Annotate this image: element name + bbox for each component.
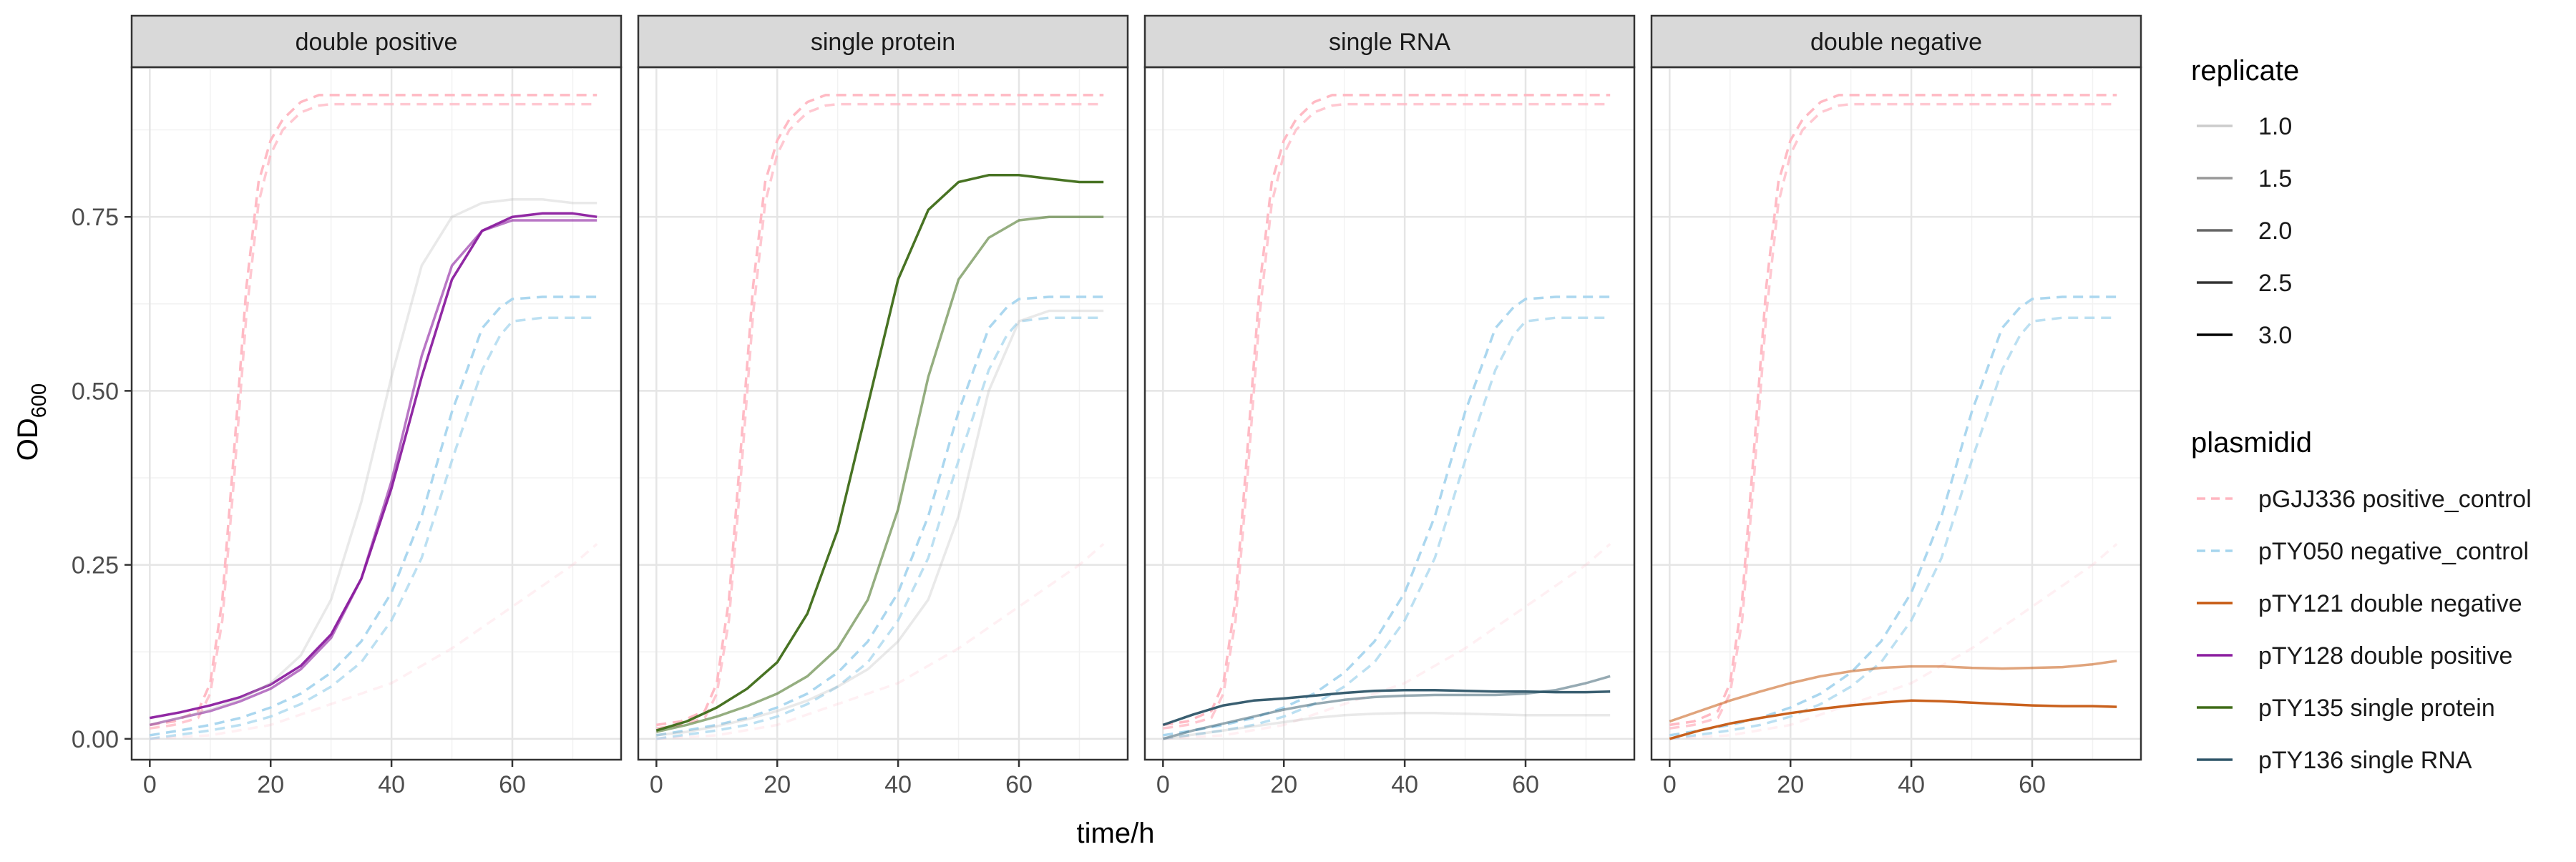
y-tick-label: 0.25 (72, 552, 119, 579)
control-series-line (150, 94, 597, 727)
legend-title-replicate: replicate (2191, 55, 2299, 87)
x-tick-label: 20 (1777, 771, 1804, 798)
x-tick-label: 40 (1898, 771, 1925, 798)
y-axis-title: OD600 (12, 383, 51, 461)
series-line (149, 198, 597, 727)
series-line (655, 215, 1104, 733)
legend-label-replicate: 2.5 (2258, 270, 2292, 297)
y-tick-label: 0.75 (72, 204, 119, 231)
x-tick-label: 20 (763, 771, 791, 798)
legend-title-plasmidid: plasmidid (2191, 427, 2312, 459)
axis-titles: time/h OD600 (12, 383, 1154, 849)
facet-strip (1650, 14, 2142, 69)
series-line (149, 219, 597, 727)
panel-border (637, 66, 1129, 761)
control-series-line (656, 102, 1104, 730)
facet-panel-1: single protein 0 20 40 60 (637, 14, 1129, 798)
panel-border (1650, 66, 2142, 761)
series-line (656, 309, 1104, 737)
control-series-line (1669, 295, 2117, 737)
x-tick-label: 40 (1391, 771, 1418, 798)
legend-label-replicate: 1.0 (2258, 113, 2292, 140)
legend: replicate 1.0 1.5 2.0 2.5 3.0 plasmidid pGJJ336… (2191, 55, 2532, 774)
y-tick-label: 0.00 (72, 726, 119, 753)
x-tick-label: 40 (884, 771, 912, 798)
facet-panel-2: single RNA 0 20 40 60 (1143, 14, 1636, 798)
legend-label-plasmidid: pTY121 double negative (2258, 590, 2522, 617)
x-tick-label: 0 (1156, 771, 1170, 798)
x-tick-label: 20 (257, 771, 284, 798)
control-series-line (1163, 295, 1611, 737)
legend-label-plasmidid: pTY135 single protein (2258, 695, 2495, 722)
facet-title: double negative (1810, 29, 1982, 56)
control-series-line (150, 102, 597, 730)
facet-panel-0: double positive 0 20 40 60 0.00 0.25 0.50 0.75 (72, 14, 623, 798)
control-series-line (656, 316, 1104, 740)
series-line (1163, 712, 1611, 740)
x-tick-label: 60 (499, 771, 526, 798)
series-line (1162, 675, 1611, 740)
x-tick-label: 40 (378, 771, 405, 798)
legend-label-plasmidid: pTY050 negative_control (2258, 538, 2529, 565)
control-series-line (1669, 102, 2117, 730)
legend-label-plasmidid: pGJJ336 positive_control (2258, 486, 2532, 513)
legend-label-plasmidid: pTY136 single RNA (2258, 747, 2472, 774)
facet-panels: double positive 0 20 40 60 0.00 0.25 0.50 0.75 si… (72, 14, 2142, 798)
facet-strip (130, 14, 623, 69)
control-series-line (150, 295, 597, 737)
x-tick-label: 0 (143, 771, 157, 798)
facet-title: single protein (811, 29, 955, 56)
series-line (1669, 699, 2117, 740)
legend-label-replicate: 3.0 (2258, 322, 2292, 349)
x-axis-title: time/h (1077, 818, 1155, 849)
control-series-line (656, 94, 1104, 727)
y-tick-label: 0.50 (72, 378, 119, 405)
control-series-line (1163, 94, 1611, 727)
panel-border (1143, 66, 1636, 761)
series-group (1669, 94, 2118, 740)
control-series-line (1163, 316, 1611, 740)
panel-border (130, 66, 623, 761)
control-series-line (1669, 543, 2118, 740)
facet-panel-3: double negative 0 20 40 60 (1650, 14, 2142, 798)
control-series-line (150, 543, 598, 740)
control-series-line (1163, 102, 1611, 730)
facet-title: double positive (296, 29, 458, 56)
series-line (655, 174, 1104, 732)
legend-label-replicate: 1.5 (2258, 165, 2292, 192)
control-series-line (1669, 94, 2117, 727)
legend-label-plasmidid: pTY128 double positive (2258, 642, 2512, 670)
series-group (1162, 94, 1611, 740)
control-series-line (150, 316, 597, 740)
facet-title: single RNA (1329, 29, 1450, 56)
x-tick-label: 60 (1512, 771, 1539, 798)
series-group (149, 94, 598, 740)
x-tick-label: 20 (1270, 771, 1297, 798)
x-tick-label: 0 (1663, 771, 1677, 798)
control-series-line (1163, 543, 1611, 740)
control-series-line (1669, 316, 2117, 740)
series-line (1669, 660, 2117, 723)
y-axis-title-subscript: 600 (28, 383, 51, 418)
y-axis-title-main: OD (12, 418, 44, 461)
legend-label-replicate: 2.0 (2258, 217, 2292, 245)
control-series-line (656, 295, 1104, 737)
control-series-line (656, 543, 1105, 740)
x-tick-label: 60 (1005, 771, 1033, 798)
series-group (655, 94, 1105, 740)
x-tick-label: 0 (650, 771, 663, 798)
x-tick-label: 60 (2019, 771, 2046, 798)
